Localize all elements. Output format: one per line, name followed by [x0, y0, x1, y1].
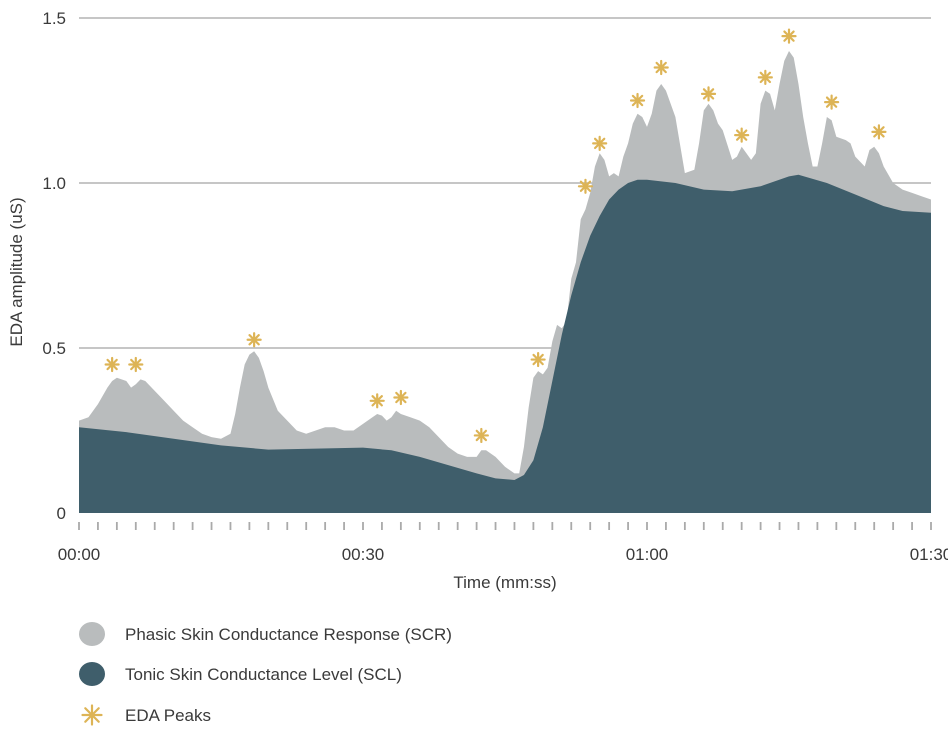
y-tick-label-2: 1.0: [42, 174, 66, 193]
legend-swatch-scr: [79, 622, 105, 646]
eda-peak-13: [757, 69, 773, 86]
legend-label-peaks: EDA Peaks: [125, 706, 211, 725]
eda-peak-7: [577, 178, 594, 194]
y-tick-label-0: 0: [57, 504, 66, 523]
y-tick-label-1: 0.5: [42, 339, 66, 358]
eda-peak-3: [369, 393, 385, 409]
eda-peak-8: [592, 135, 608, 151]
x-tick-label-1: 00:30: [342, 545, 385, 564]
legend-label-scl: Tonic Skin Conductance Level (SCL): [125, 665, 402, 684]
legend: Phasic Skin Conductance Response (SCR) T…: [79, 622, 452, 726]
eda-peak-11: [700, 86, 717, 102]
eda-peak-15: [823, 94, 840, 110]
legend-label-scr: Phasic Skin Conductance Response (SCR): [125, 625, 452, 644]
legend-item-scr: Phasic Skin Conductance Response (SCR): [79, 622, 452, 646]
x-tick-label-2: 01:00: [626, 545, 669, 564]
y-axis-tick-labels: 0 0.5 1.0 1.5: [42, 9, 66, 523]
y-axis-title: EDA amplitude (uS): [7, 197, 26, 346]
scl-area: [79, 174, 931, 513]
legend-peak-asterisk-icon: [81, 704, 103, 726]
eda-peak-14: [781, 28, 797, 44]
x-axis-tick-labels: 00:00 00:30 01:00 01:30: [58, 545, 948, 564]
x-tick-label-3: 01:30: [910, 545, 948, 564]
x-axis-ticks: [78, 522, 932, 530]
eda-peak-0: [104, 356, 120, 373]
eda-peak-9: [629, 92, 646, 109]
eda-peak-markers: [104, 28, 887, 444]
x-axis-title: Time (mm:ss): [453, 573, 556, 592]
legend-item-scl: Tonic Skin Conductance Level (SCL): [79, 662, 402, 686]
y-tick-label-3: 1.5: [42, 9, 66, 28]
eda-peak-6: [530, 351, 546, 368]
eda-peak-10: [653, 59, 669, 76]
eda-peak-2: [246, 332, 262, 348]
legend-swatch-peaks-icon: [81, 704, 103, 726]
x-tick-label-0: 00:00: [58, 545, 101, 564]
eda-peak-5: [473, 427, 489, 444]
eda-peak-12: [734, 127, 750, 143]
eda-peak-1: [128, 356, 144, 373]
eda-peak-16: [871, 124, 887, 140]
legend-swatch-scl: [79, 662, 105, 686]
plot-areas: [79, 51, 931, 513]
legend-item-peaks: EDA Peaks: [81, 704, 211, 726]
eda-peak-4: [393, 389, 409, 406]
